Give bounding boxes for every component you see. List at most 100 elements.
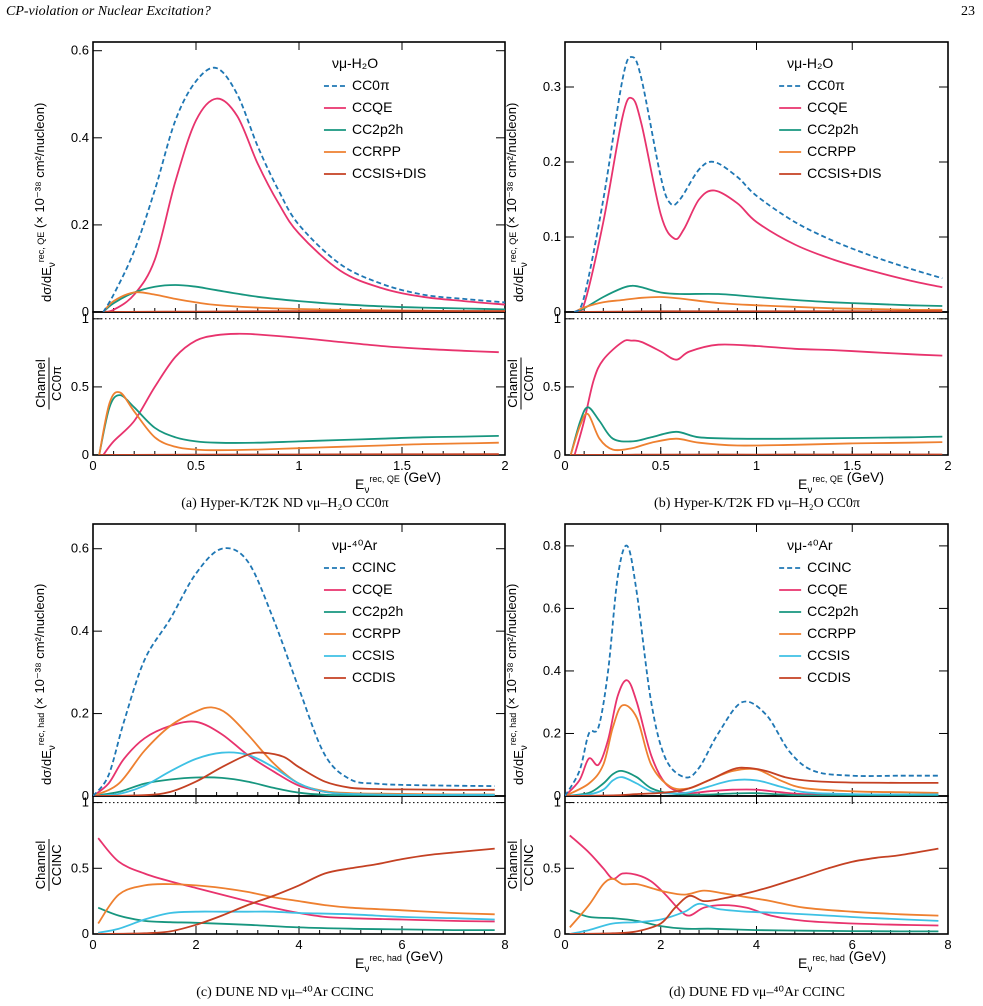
ratio-line-cc2p2h (97, 906, 495, 932)
x-tick-label: 0 (89, 458, 96, 473)
x-axis-label: Eνrec, had (GeV) (798, 948, 886, 975)
legend-entry: CCRPP (352, 625, 401, 641)
ratio-line-cc2p2h (569, 909, 939, 933)
legend-entry: CCSIS (807, 647, 850, 663)
y-axis-label-top: dσ/dEνrec, had (× 10⁻³⁸ cm²/nucleon) (32, 584, 58, 785)
series-line-ccsis (565, 776, 939, 796)
x-tick-label: 8 (501, 937, 508, 952)
y-tick-label-top: 0 (554, 788, 561, 803)
y-tick-label-bottom: 1 (554, 311, 561, 326)
x-tick-label: 1.5 (843, 458, 861, 473)
ratio-line-ccdis (569, 847, 939, 934)
legend-title: νμ-H₂O (787, 55, 833, 71)
x-tick-label: 0 (561, 458, 568, 473)
top-plot-frame (564, 523, 949, 797)
legend-entry: CCRPP (807, 143, 856, 159)
x-axis-label: Eνrec, QE (GeV) (798, 469, 884, 496)
y-tick-label-top: 0 (82, 788, 89, 803)
y-tick-label-top: 0.6 (543, 600, 561, 615)
legend-title: νμ-⁴⁰Ar (332, 537, 378, 553)
legend-entry: CCQE (352, 99, 392, 115)
series-line-ccrpp (574, 296, 943, 312)
x-tick-label: 2 (944, 458, 951, 473)
ratio-line-ccsis-dis (99, 453, 499, 455)
x-tick-label: 2 (657, 937, 664, 952)
ratio-line-ccqe (573, 339, 943, 455)
x-tick-label: 4 (753, 937, 760, 952)
legend-entry: CCSIS (352, 647, 395, 663)
legend-entry: CC2p2h (352, 121, 403, 137)
ratio-line-cc2p2h (98, 394, 499, 455)
x-tick-label: 2 (192, 937, 199, 952)
y-tick-label-top: 0.2 (543, 154, 561, 169)
x-tick-label: 6 (849, 937, 856, 952)
panel-a: 0 0.5 1 1.5 2 0 0.2 0.4 0.6 0 0.5 1 νμ-H₂O CC0π CCQE CC… (32, 41, 509, 496)
series-line-total (565, 544, 939, 796)
x-tick-label: 4 (295, 937, 302, 952)
legend-title: νμ-⁴⁰Ar (787, 537, 833, 553)
legend-entry: CCQE (807, 99, 847, 115)
series-line-ccqe (103, 97, 505, 312)
series-line-cc2p2h (574, 284, 943, 312)
y-tick-label-bottom: 1 (554, 795, 561, 810)
series-line-ccsis-dis (574, 310, 943, 312)
top-plot-frame (92, 41, 506, 313)
x-tick-label: 2 (501, 458, 508, 473)
legend-entry: CCQE (807, 581, 847, 597)
legend-entry: CCQE (352, 581, 392, 597)
series-line-ccdis (565, 766, 939, 796)
y-tick-label-top: 0.6 (71, 43, 89, 58)
ratio-line-ccsis (98, 910, 495, 934)
y-tick-label-bottom: 0.5 (71, 379, 89, 394)
y-tick-label-bottom: 0 (554, 926, 561, 941)
ratio-line-ccrpp (97, 883, 495, 925)
x-tick-label: 8 (944, 937, 951, 952)
y-tick-label-bottom: 0 (554, 447, 561, 462)
y-axis-label-bottom-numerator: Channel (505, 841, 520, 890)
legend-entry: CCSIS+DIS (807, 165, 881, 181)
y-tick-label-top: 0 (554, 304, 561, 319)
y-tick-label-top: 0.2 (71, 706, 89, 721)
y-tick-label-top: 0.3 (543, 79, 561, 94)
y-axis-label-bottom-denominator: CC0π (49, 366, 64, 401)
legend-entry: CC2p2h (807, 603, 858, 619)
ratio-line-cc2p2h (569, 406, 943, 455)
x-tick-label: 0.5 (187, 458, 205, 473)
x-tick-label: 1.5 (393, 458, 411, 473)
caption-b: (b) Hyper-K/T2K FD νμ–H₂O CC0π (654, 496, 860, 511)
y-axis-label-bottom-denominator: CC0π (521, 366, 536, 401)
series-line-total (102, 66, 505, 312)
caption-c: (c) DUNE ND νμ–⁴⁰Ar CCINC (196, 985, 374, 1000)
running-header-title: CP-violation or Nuclear Excitation? (6, 4, 211, 19)
legend-entry: CCRPP (807, 625, 856, 641)
legend-entry: CCDIS (807, 669, 851, 685)
y-tick-label-top: 0.4 (71, 130, 89, 145)
x-tick-label: 0.5 (652, 458, 670, 473)
series-line-ccqe (574, 96, 943, 312)
series-line-ccsis-dis (103, 310, 505, 312)
y-tick-label-bottom: 0 (82, 447, 89, 462)
series-line-total (93, 547, 495, 796)
y-axis-label-bottom-denominator: CCINC (521, 844, 536, 885)
x-tick-label: 0 (561, 937, 568, 952)
y-tick-label-bottom: 1 (82, 795, 89, 810)
ratio-line-ccrpp (569, 877, 939, 928)
series-line-total (573, 56, 943, 312)
ratio-line-ccqe (97, 837, 495, 923)
x-tick-label: 1 (295, 458, 302, 473)
legend-entry: CC2p2h (352, 603, 403, 619)
panel-c: 0 2 4 6 8 0 0.2 0.4 0.6 0 0.5 1 νμ-⁴⁰Ar CCINC CCQE CC2p… (32, 523, 509, 975)
caption-a: (a) Hyper-K/T2K ND νμ–H₂O CC0π (181, 496, 389, 511)
panel-d: 0 2 4 6 8 0 0.2 0.4 0.6 0.8 0 0.5 1 νμ-⁴⁰Ar CCINC CCQE C… (504, 523, 952, 975)
y-axis-label-top: dσ/dEνrec, QE (× 10⁻³⁸ cm²/nucleon) (32, 103, 58, 302)
x-axis-label: Eνrec, had (GeV) (355, 948, 443, 975)
x-axis-label: Eνrec, QE (GeV) (355, 469, 441, 496)
series-line-ccsis (93, 751, 495, 796)
x-tick-label: 1 (753, 458, 760, 473)
x-tick-label: 6 (398, 937, 405, 952)
legend-entry: CCRPP (352, 143, 401, 159)
y-tick-label-top: 0.8 (543, 538, 561, 553)
y-tick-label-top: 0.4 (71, 623, 89, 638)
ratio-plot-frame (92, 311, 506, 456)
